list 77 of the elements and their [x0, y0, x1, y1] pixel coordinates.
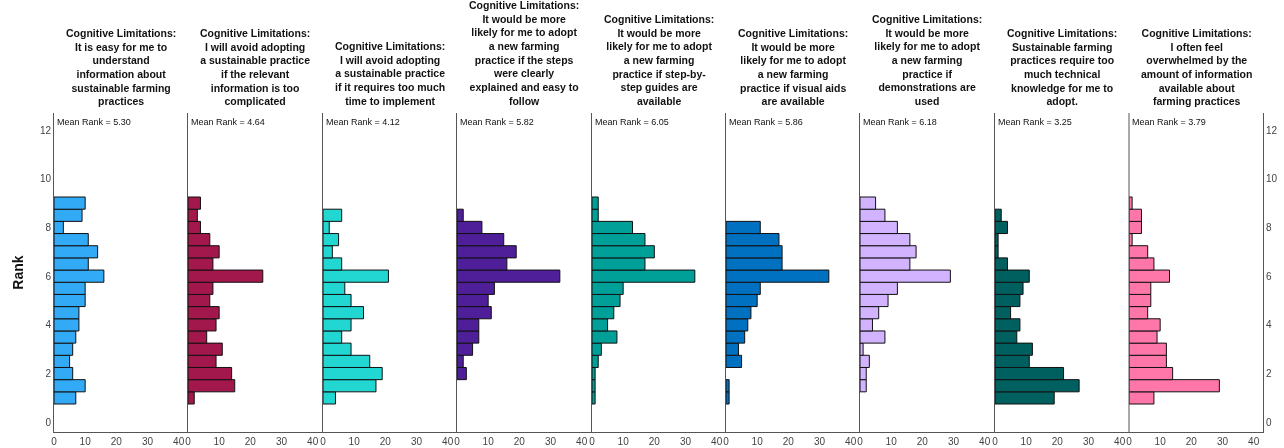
annotation: Mean Rank = 5.82 — [460, 117, 534, 127]
y-tick-label: 0 — [45, 416, 52, 428]
x-tick-label: 30 — [1082, 436, 1095, 447]
x-tick-label: 0 — [723, 436, 730, 447]
annotation: Mean Rank = 4.12 — [325, 117, 400, 127]
x-tick-label: 0 — [857, 436, 864, 447]
x-tick-label: 30 — [545, 436, 557, 447]
x-tick-label: 30 — [141, 436, 154, 447]
x-tick-label: 10 — [885, 436, 898, 447]
y-tick-label: 4 — [45, 319, 52, 331]
annotation: Mean Rank = 6.05 — [594, 117, 669, 127]
x-tick-label: 40 — [1113, 436, 1126, 447]
y-tick-label: 2 — [1266, 368, 1273, 380]
x-tick-label: 30 — [948, 436, 960, 447]
annotation: Mean Rank = 3.79 — [1132, 117, 1206, 127]
x-tick-label: 20 — [379, 436, 392, 447]
x-tick-label: 20 — [917, 436, 929, 447]
x-tick-label: 0 — [320, 436, 327, 447]
y-tick-label: 8 — [1266, 221, 1273, 233]
x-tick-label: 40 — [441, 436, 454, 447]
x-tick-label: 10 — [1154, 436, 1167, 447]
x-tick-label: 40 — [979, 436, 992, 447]
annotation: Mean Rank = 4.64 — [191, 117, 266, 127]
y-tick-label: 8 — [45, 221, 52, 233]
annotation: Mean Rank = 3.25 — [997, 117, 1072, 127]
chart-title: Cognitive Limitations: It would be more likely for me to adopt a new farming practice if the steps were clearly explained and easy to follow — [469, 0, 580, 107]
x-tick-label: 30 — [276, 436, 288, 447]
chart-title: Cognitive Limitations: It would be more likely for me to adopt a new farming practice if step-by- step guides are available — [603, 13, 714, 107]
y-tick-label: 4 — [1266, 319, 1273, 331]
y-tick-label: 10 — [1266, 173, 1278, 185]
y-tick-label: 0 — [1266, 416, 1273, 428]
x-tick-label: 20 — [1051, 436, 1064, 447]
x-tick-label: 20 — [245, 436, 257, 447]
annotation: Mean Rank = 5.30 — [57, 117, 131, 127]
x-tick-label: 10 — [348, 436, 360, 447]
x-tick-label: 0 — [1126, 436, 1133, 447]
x-tick-label: 10 — [213, 436, 226, 447]
y-tick-label: 12 — [39, 124, 52, 136]
chart-title: Cognitive Limitations: I often feel overwhelmed by the amount of information available about farming practices — [1141, 27, 1253, 108]
x-tick-label: 40 — [307, 436, 320, 447]
x-tick-label: 0 — [992, 436, 999, 447]
x-tick-label: 20 — [110, 436, 123, 447]
x-tick-label: 30 — [813, 436, 826, 447]
chart-title: Cognitive Limitations: It would be more likely for me to adopt a new farming practice if visual aids are available — [738, 27, 849, 108]
annotation: Mean Rank = 5.86 — [729, 117, 803, 127]
x-tick-label: 40 — [845, 436, 857, 447]
chart-title: Cognitive Limitations: It would be more likely for me to adopt a new farming practice if demonstrations are used — [872, 13, 983, 107]
x-tick-label: 0 — [185, 436, 192, 447]
y-tick-label: 10 — [39, 173, 52, 185]
x-tick-label: 30 — [679, 436, 692, 447]
x-tick-label: 40 — [173, 436, 185, 447]
y-tick-label: 6 — [1266, 270, 1273, 282]
x-tick-label: 0 — [588, 436, 595, 447]
y-axis-title: Rank — [10, 255, 27, 290]
chart-title: Cognitive Limitations: I will avoid adopting a sustainable practice if it requires too much time to implement — [334, 40, 446, 107]
x-tick-label: 0 — [454, 436, 461, 447]
chart-title: Cognitive Limitations: It is easy for me to understand information about sustainable farming practices — [66, 27, 177, 108]
chart-title: Cognitive Limitations: Sustainable farming practices require too much technical knowledge for me to adopt. — [1006, 27, 1118, 108]
x-tick-label: 20 — [1185, 436, 1198, 447]
x-tick-label: 20 — [648, 436, 660, 447]
x-tick-label: 10 — [617, 436, 629, 447]
x-tick-label: 10 — [1020, 436, 1032, 447]
chart-title: Cognitive Limitations: I will avoid adopting a sustainable practice if the relevant information is too complicated — [200, 27, 311, 108]
y-tick-label: 2 — [45, 368, 52, 380]
x-tick-label: 30 — [1217, 436, 1229, 447]
x-tick-label: 40 — [576, 436, 588, 447]
x-tick-label: 40 — [710, 436, 723, 447]
x-tick-label: 10 — [751, 436, 764, 447]
x-tick-label: 10 — [482, 436, 495, 447]
y-tick-label: 12 — [1266, 124, 1278, 136]
y-tick-label: 6 — [45, 270, 52, 282]
x-tick-label: 10 — [79, 436, 92, 447]
x-tick-label: 20 — [782, 436, 795, 447]
annotation: Mean Rank = 6.18 — [863, 117, 938, 127]
x-tick-label: 20 — [513, 436, 526, 447]
x-tick-label: 30 — [410, 436, 423, 447]
x-tick-label: 40 — [1248, 436, 1260, 447]
